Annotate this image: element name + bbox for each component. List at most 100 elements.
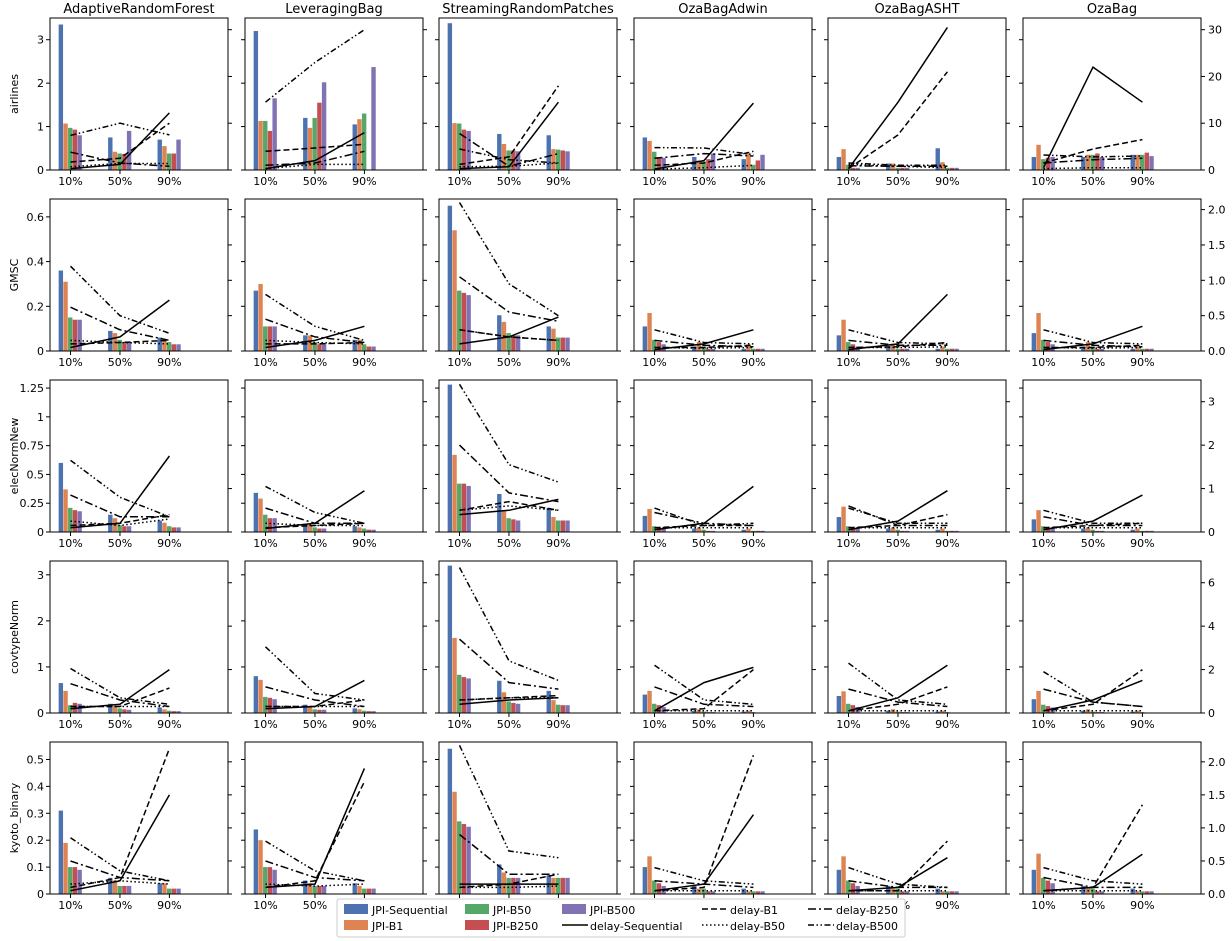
- bar-B50-10%: [1041, 877, 1046, 894]
- bar-B250-50%: [706, 530, 711, 532]
- right-tick-label: 0: [1208, 707, 1215, 720]
- delay-line-B500: [70, 837, 170, 882]
- left-tick-label: 1: [37, 121, 44, 134]
- bar-B250-10%: [656, 883, 662, 894]
- legend-item-delay-B1: delay-B1: [702, 904, 778, 917]
- right-tick-label: 1: [1208, 483, 1215, 496]
- bar-B50-10%: [68, 705, 73, 713]
- bar-B500-10%: [1050, 156, 1055, 170]
- x-tick-label: 90%: [546, 537, 570, 550]
- axes-frame: [438, 198, 618, 352]
- x-tick-label: 90%: [741, 356, 765, 369]
- bar-Sequential-50%: [886, 528, 891, 532]
- x-tick-label: 10%: [642, 537, 666, 550]
- bar-B500-50%: [1099, 348, 1105, 351]
- bar-B250-90%: [949, 348, 955, 351]
- bar-B250-90%: [366, 529, 372, 532]
- bar-B1-10%: [452, 454, 457, 532]
- subplot-airlines-OzaBagAdwin: 10% 50% 90% OzaBagAdwin: [630, 2, 816, 188]
- legend-swatch: [344, 904, 368, 914]
- legend-item-delay-B500: delay-B500: [808, 920, 898, 933]
- bar-B500-90%: [176, 888, 181, 894]
- bar-Sequential-10%: [642, 515, 648, 532]
- bar-Sequential-10%: [447, 565, 453, 713]
- subplot-airlines-OzaBag: 10% 50% 90% 0 10 20 30 OzaBag: [1019, 2, 1222, 188]
- bar-B1-90%: [1135, 710, 1140, 713]
- legend-swatch: [465, 920, 489, 930]
- x-tick-label: 10%: [642, 356, 666, 369]
- bar-B1-10%: [647, 856, 652, 894]
- right-tick-label: 1.5: [1208, 239, 1226, 252]
- left-tick-label: 0.3: [27, 807, 45, 820]
- bar-B500-10%: [855, 167, 860, 170]
- bar-B1-90%: [551, 149, 556, 170]
- bar-B50-90%: [555, 877, 561, 894]
- axes-frame: [633, 741, 813, 895]
- x-tick-label: 10%: [836, 175, 860, 188]
- left-tick-label: 0.2: [27, 300, 45, 313]
- x-tick-label: 10%: [447, 537, 471, 550]
- legend-label: JPI-B250: [492, 920, 538, 933]
- bar-Sequential-90%: [1130, 348, 1135, 351]
- bar-B500-10%: [661, 157, 666, 170]
- delay-line-B1: [265, 781, 366, 889]
- x-tick-label: 50%: [692, 175, 716, 188]
- left-tick-label: 0: [37, 888, 44, 901]
- row-label: covtypeNorm: [8, 600, 21, 674]
- bar-Sequential-10%: [447, 384, 453, 532]
- axes-frame: [1022, 741, 1202, 895]
- bar-B1-50%: [307, 706, 313, 713]
- bar-Sequential-10%: [642, 326, 648, 351]
- bar-B1-10%: [647, 508, 652, 532]
- bar-B50-10%: [1041, 339, 1046, 351]
- bar-B1-90%: [162, 146, 167, 170]
- left-tick-label: 0.1: [27, 861, 45, 874]
- delay-line-B250: [265, 507, 365, 525]
- subplot-elecNormNew-OzaBag: 10% 50% 90% 0 1 2 3: [1019, 379, 1215, 550]
- bar-B250-90%: [949, 891, 955, 894]
- bar-B1-90%: [162, 883, 167, 894]
- delay-line-B500: [69, 265, 170, 335]
- bar-B50-90%: [750, 530, 756, 532]
- delay-line-B250: [848, 339, 948, 347]
- bar-B500-90%: [565, 337, 570, 351]
- bar-B50-90%: [166, 342, 172, 351]
- x-tick-label: 10%: [1031, 356, 1055, 369]
- bar-B50-10%: [68, 507, 73, 532]
- bar-B50-90%: [944, 891, 950, 894]
- bar-B250-10%: [267, 518, 273, 532]
- delay-line-B1: [654, 669, 754, 712]
- delay-line-B500: [654, 329, 754, 345]
- bar-Sequential-50%: [692, 528, 697, 532]
- x-tick-label: 90%: [1130, 718, 1154, 731]
- bar-B50-10%: [263, 326, 268, 351]
- bar-Sequential-10%: [836, 869, 842, 894]
- bar-B1-10%: [63, 281, 68, 351]
- right-tick-label: 30: [1208, 24, 1222, 37]
- legend-swatch: [465, 904, 489, 914]
- bar-B250-10%: [461, 824, 467, 894]
- bar-B1-10%: [452, 123, 457, 170]
- bar-B250-50%: [706, 159, 711, 170]
- bar-Sequential-90%: [935, 529, 940, 532]
- subplot-covtypeNorm-OzaBagAdwin: 10% 50% 90%: [630, 560, 816, 731]
- delay-line-B250: [70, 494, 170, 518]
- subplot-airlines-AdaptiveRandomForest: 10% 50% 90% 0 1 2 3 AdaptiveRandomForest: [37, 2, 232, 188]
- delay-line-Sequential: [459, 697, 559, 706]
- x-tick-label: 50%: [497, 175, 521, 188]
- row-label: GMSC: [8, 258, 21, 291]
- bar-Sequential-50%: [108, 330, 113, 351]
- bar-B250-10%: [850, 167, 856, 170]
- bar-Sequential-10%: [447, 23, 453, 171]
- axes-frame: [633, 17, 813, 171]
- delay-line-Sequential: [1043, 494, 1143, 531]
- delay-line-B50: [459, 162, 559, 168]
- legend-item-delay-Sequential: delay-Sequential: [562, 920, 682, 933]
- bar-B50-50%: [895, 348, 900, 351]
- bar-B1-90%: [162, 339, 167, 351]
- x-tick-label: 50%: [886, 537, 910, 550]
- delay-line-B500: [458, 383, 559, 483]
- left-tick-label: 0.5: [27, 468, 45, 481]
- bar-B250-90%: [560, 520, 566, 532]
- x-tick-label: 90%: [157, 718, 181, 731]
